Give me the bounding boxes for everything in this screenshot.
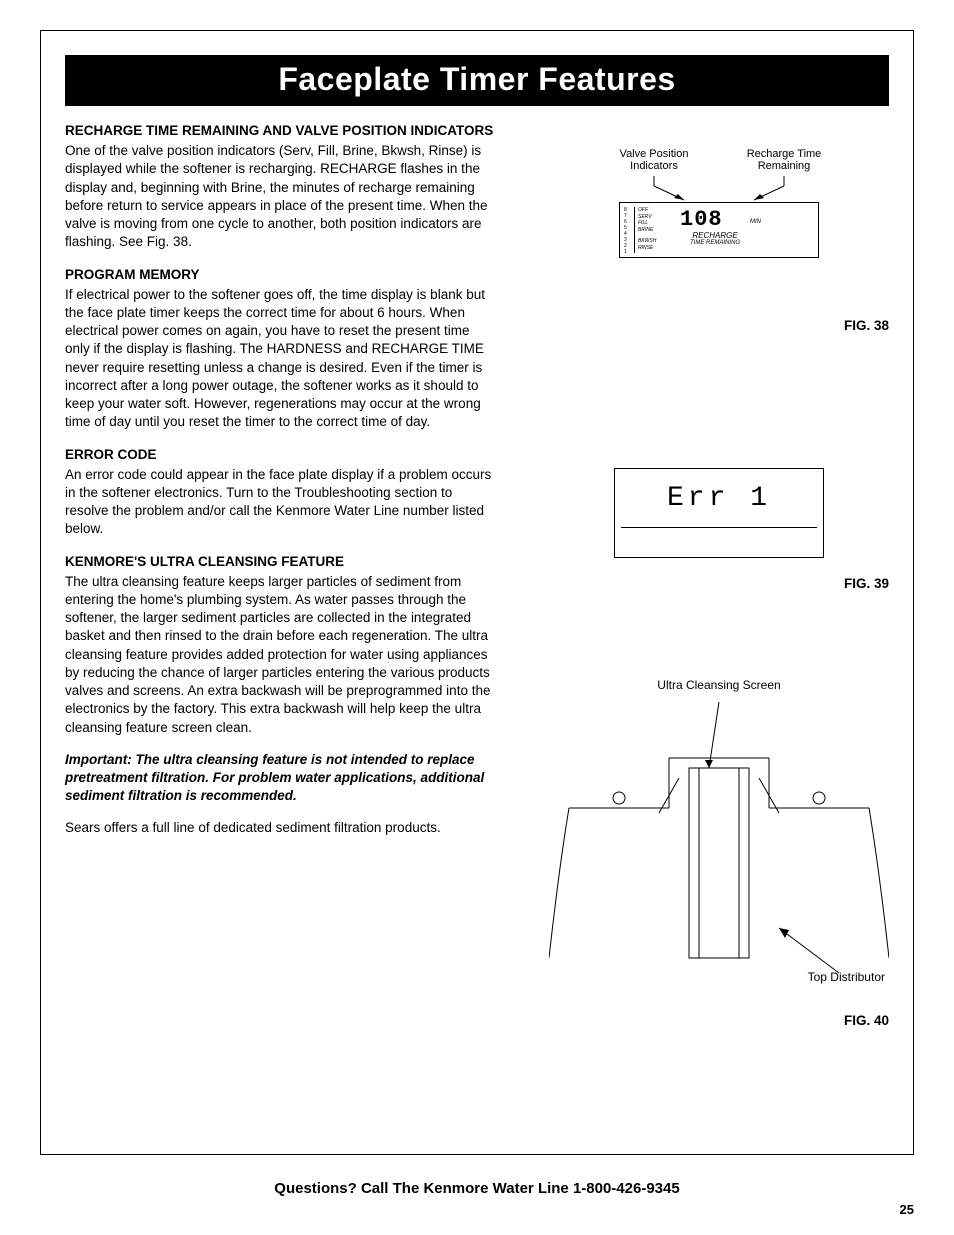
para-important: Important: The ultra cleansing feature i… (65, 751, 495, 806)
page-title: Faceplate Timer Features (65, 55, 889, 106)
fig40-caption: FIG. 40 (549, 1013, 889, 1028)
fig39-display: Err 1 (614, 468, 824, 558)
figure-40: Ultra Cleansing Screen (549, 678, 889, 1028)
fig40-top-distributor-label: Top Distributor (808, 970, 885, 984)
fig38-display: 8 7 6 5 4 3 2 1 OFF SERV FILL BRINE (619, 202, 819, 258)
fig38-recharge-text: RECHARGE TIME REMAINING (690, 231, 740, 246)
content-columns: RECHARGE TIME REMAINING AND VALVE POSITI… (41, 118, 913, 838)
page-frame: Faceplate Timer Features RECHARGE TIME R… (40, 30, 914, 1155)
fig38-nums: 8 7 6 5 4 3 2 1 (624, 207, 627, 255)
fig38-pointer-labels: Valve Position Indicators Recharge Time … (604, 148, 834, 172)
para-ultra: The ultra cleansing feature keeps larger… (65, 573, 495, 737)
fig38-label-left: Valve Position Indicators (604, 148, 704, 172)
figure-38: Valve Position Indicators Recharge Time … (549, 148, 889, 333)
page-number: 25 (900, 1202, 914, 1217)
fig39-error-text: Err 1 (615, 483, 823, 514)
para-after-important: Sears offers a full line of dedicated se… (65, 819, 495, 837)
fig40-diagram-icon (549, 698, 889, 998)
fig39-inner-line (621, 527, 817, 528)
fig38-caption: FIG. 38 (549, 318, 889, 333)
footer-question: Questions? Call The Kenmore Water Line 1… (0, 1180, 954, 1197)
fig40-ultra-label: Ultra Cleansing Screen (549, 678, 889, 692)
heading-ultra: KENMORE'S ULTRA CLEANSING FEATURE (65, 553, 495, 571)
fig38-digits: 108 (680, 207, 723, 232)
figure-39: Err 1 FIG. 39 (549, 468, 889, 591)
heading-memory: PROGRAM MEMORY (65, 266, 495, 284)
fig38-pointer-lines-icon (604, 176, 834, 202)
para-memory: If electrical power to the softener goes… (65, 286, 495, 432)
fig38-status-labels: OFF SERV FILL BRINE BKWSH RINSE (638, 207, 656, 251)
right-column: Valve Position Indicators Recharge Time … (523, 118, 889, 838)
fig38-divider (634, 207, 635, 253)
fig38-label-right: Recharge Time Remaining (734, 148, 834, 172)
fig38-min: MIN (750, 219, 761, 225)
left-column: RECHARGE TIME REMAINING AND VALVE POSITI… (65, 118, 495, 838)
fig39-caption: FIG. 39 (549, 576, 889, 591)
para-error: An error code could appear in the face p… (65, 466, 495, 539)
heading-recharge: RECHARGE TIME REMAINING AND VALVE POSITI… (65, 122, 495, 140)
heading-error: ERROR CODE (65, 446, 495, 464)
para-recharge: One of the valve position indicators (Se… (65, 142, 495, 251)
